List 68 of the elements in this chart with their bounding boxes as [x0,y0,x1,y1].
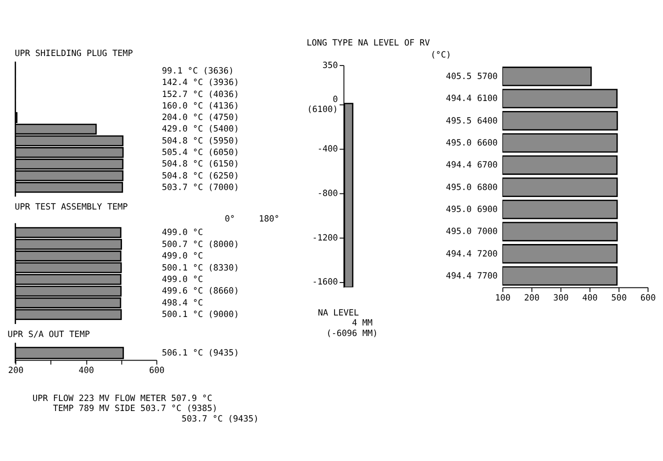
text: 503.7 °C (9435) [182,414,259,424]
y-tick-label: 6700 [477,160,498,171]
data-label: 494.4 [446,94,472,104]
y-tick-label: 506.1 °C (9435) [162,348,239,359]
text: (-6096 MM) [326,328,378,339]
y-tick-label: 500.7 °C (8000) [162,240,239,250]
y-tick-label: 5700 [477,72,498,82]
y-tick-label: 504.8 °C (5950) [162,136,239,146]
x-tick-label: 200 [8,366,24,376]
y-tick-label: 142.4 °C (3936) [162,78,239,88]
y-tick-label: 499.0 °C [162,252,203,262]
text: 0° [224,214,235,224]
chart-title: UPR TEST ASSEMBLY TEMP [14,202,128,212]
text: NA LEVEL [318,308,359,318]
data-label: 495.0 [446,182,472,193]
y-tick-label: 152.7 °C (4036) [162,90,239,100]
y-tick-label: 6600 [477,138,498,148]
data-label: 494.4 [446,272,472,282]
y-tick-label: 204.0 °C (4750) [162,113,239,124]
x-tick-label: 200 [524,293,540,304]
annotation: UPR FLOW 223 MV FLOW METER 507.9 °C [32,394,212,404]
y-tick-label: 500.1 °C (8330) [162,263,239,274]
y-tick-label: 429.0 °C (5400) [162,124,239,135]
y-tick-label: 350 [322,61,338,72]
x-tick-label: 300 [553,293,569,304]
chart-title: UPR S/A OUT TEMP [8,330,90,340]
data-label: 494.4 [446,160,472,171]
y-tick-label: 160.0 °C (4136) [162,101,239,112]
x-tick-label: 400 [78,366,94,376]
data-label: 495.0 [446,227,472,238]
y-tick-label: 500.1 °C (9000) [162,310,239,320]
y-tick-label: 498.4 °C [162,298,203,308]
y-tick-label: 7200 [477,249,498,260]
y-tick-label: 499.6 °C (8660) [162,286,239,297]
y-tick-label: 504.8 °C (6150) [162,160,239,170]
y-tick-label: 6900 [477,204,498,215]
y-tick-label: 503.7 °C (7000) [162,182,239,193]
text: TEMP 789 MV SIDE 503.7 °C (9385) [53,404,218,414]
y-tick-label: 6400 [477,116,498,126]
x-tick-label: 400 [582,293,598,304]
y-tick-label: 504.8 °C (6250) [162,171,239,182]
chart-title: UPR SHIELDING PLUG TEMP [14,48,133,59]
chart-title: LONG TYPE NA LEVEL OF RV [306,38,430,48]
y-tick-label: -400 [317,144,338,154]
y-tick-label: -1200 [312,233,338,244]
data-label: 495.0 [446,204,472,215]
x-tick-label: 600 [640,293,656,304]
x-tick-label: 600 [149,366,164,376]
y-tick-label: 99.1 °C (3636) [162,66,234,77]
y-tick-label: 6100 [477,94,498,104]
text: 180° [258,214,280,224]
y-tick-label: 7700 [477,272,498,282]
data-label: 495.5 [446,116,472,126]
x-tick-label: 100 [495,293,511,304]
y-tick-label: 499.0 °C [162,228,203,238]
x-tick-label: 500 [611,293,627,304]
y-tick-label: -1600 [312,278,338,288]
y-tick-label: 505.4 °C (6050) [162,148,239,158]
data-label: 495.0 [446,138,472,148]
data-label: 405.5 [446,72,472,82]
y-tick-label: 499.0 °C [162,274,203,285]
y-tick-label: 0 (6100) [307,94,338,116]
text: (°C) [430,50,452,60]
y-tick-label: -800 [317,188,338,199]
text: 4 MM [352,318,373,329]
y-tick-label: 7000 [477,227,498,238]
y-tick-label: 6800 [477,182,498,193]
data-label: 494.4 [446,249,472,260]
